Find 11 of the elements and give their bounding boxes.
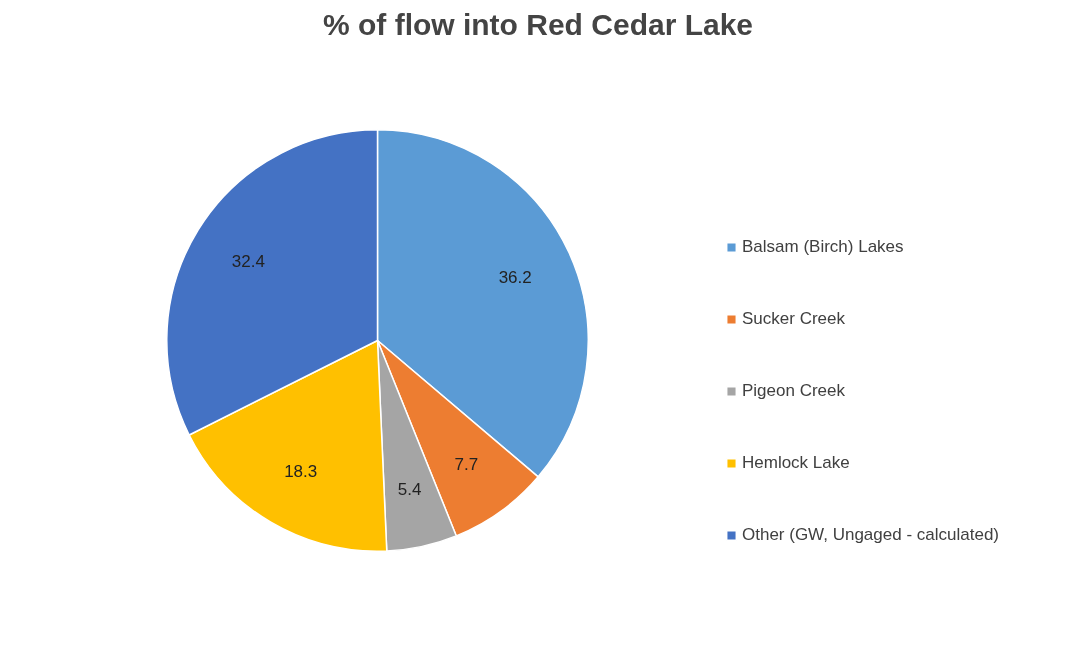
legend-label: Other (GW, Ungaged - calculated) [742, 525, 1000, 545]
legend-label: Pigeon Creek [742, 381, 846, 401]
data-label: 7.7 [454, 454, 479, 474]
data-label: 5.4 [397, 479, 422, 499]
legend-label: Balsam (Birch) Lakes [742, 237, 904, 257]
data-label: 32.4 [231, 251, 265, 271]
data-label: 18.3 [284, 462, 318, 482]
chart-title: % of flow into Red Cedar Lake [322, 7, 754, 41]
legend-label: Hemlock Lake [742, 453, 850, 473]
data-label: 36.2 [498, 267, 532, 287]
legend-label: Sucker Creek [742, 309, 845, 329]
